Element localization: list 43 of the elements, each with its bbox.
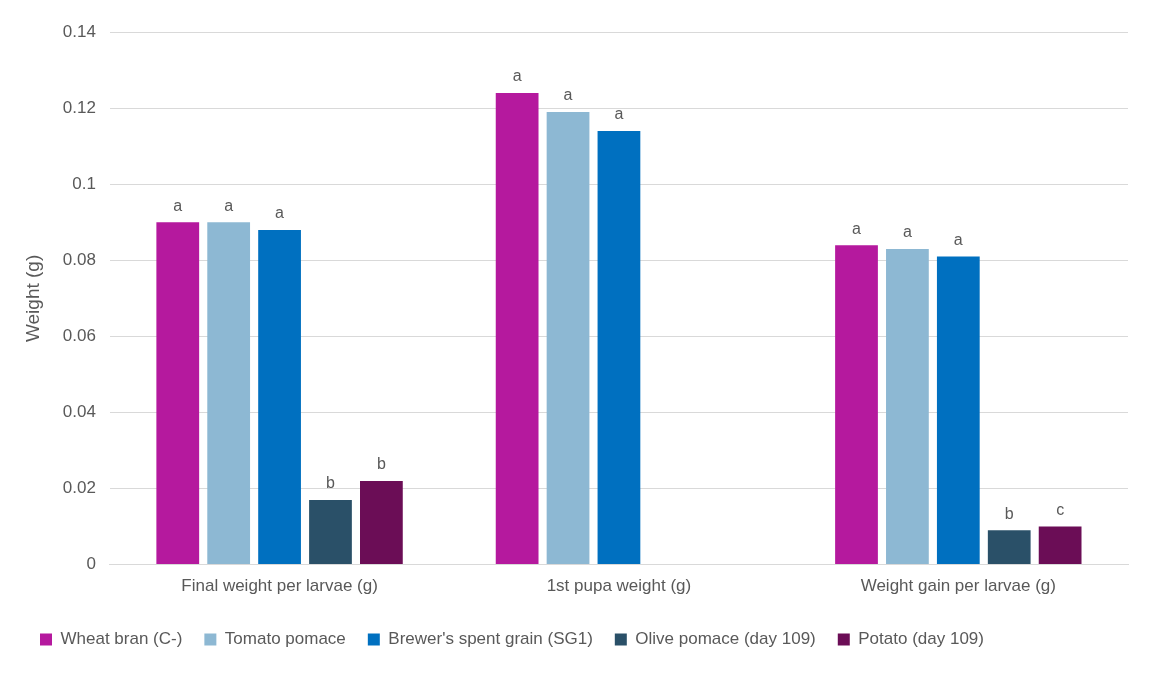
bar (258, 229, 301, 565)
data-label: b (376, 455, 386, 473)
bar (597, 131, 641, 565)
data-label: a (902, 223, 912, 241)
data-label: a (953, 230, 963, 248)
data-label: a (614, 105, 624, 123)
y-tick-label: 0.1 (72, 174, 96, 193)
y-tick-label: 0 (86, 554, 96, 574)
legend-label: Tomato pomace (224, 629, 346, 649)
bar (309, 499, 352, 565)
bar (495, 93, 539, 565)
bar (1038, 526, 1082, 565)
x-tick-label: Weight gain per larvae (g) (860, 576, 1056, 596)
bar (936, 256, 980, 565)
legend-label: Brewer's spent grain (SG1) (388, 629, 593, 649)
data-label: a (563, 86, 573, 104)
bar (207, 222, 251, 565)
legend-label: Olive pomace (day 109) (635, 629, 816, 649)
y-tick-label: 0.08 (62, 250, 96, 270)
bar (156, 222, 200, 565)
y-axis-title: Weight (g) (21, 254, 43, 343)
y-tick-label: 0.14 (62, 21, 96, 41)
legend-label: Potato (day 109) (858, 629, 984, 649)
data-label: a (512, 67, 522, 85)
x-tick-label: Final weight per larvae (g) (181, 576, 378, 596)
x-tick-label: 1st pupa weight (g) (546, 576, 692, 596)
data-label: c (1056, 500, 1065, 518)
y-tick-label: 0.12 (62, 97, 96, 117)
bar (835, 245, 878, 565)
y-tick-label: 0.02 (62, 478, 96, 498)
data-label: a (275, 204, 285, 222)
bar (886, 248, 929, 565)
data-label: b (1004, 504, 1014, 522)
legend-label: Wheat bran (C-) (60, 629, 183, 649)
y-tick-label: 0.04 (62, 402, 96, 422)
data-label: a (173, 196, 183, 214)
bar (360, 480, 403, 565)
data-label: a (224, 196, 234, 214)
y-tick-label: 0.06 (62, 326, 96, 346)
data-label: b (326, 474, 336, 492)
bar (987, 530, 1031, 565)
data-label: a (852, 219, 862, 237)
bar (546, 112, 590, 565)
